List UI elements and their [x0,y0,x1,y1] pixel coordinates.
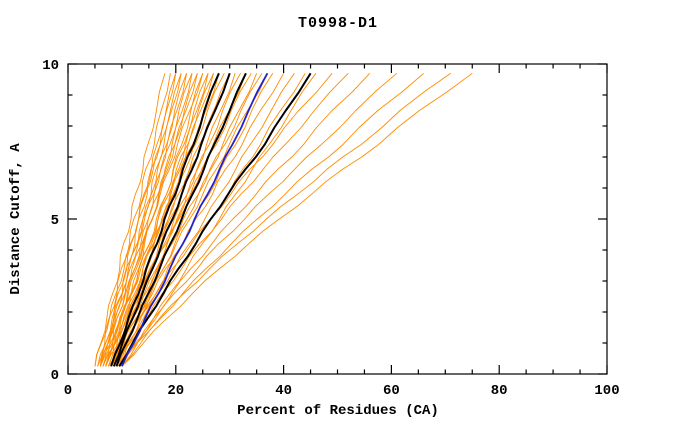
y-axis-label: Distance Cutoff, A [8,143,24,295]
x-tick-label: 60 [383,383,400,399]
prediction-curve-ensemble-prediction-curve [107,73,188,367]
prediction-curve-ensemble-prediction-curve [118,72,398,367]
prediction-curve-ensemble-prediction-curve [105,73,263,367]
y-tick-label: 5 [51,213,59,229]
x-tick-label: 40 [275,383,292,399]
tick-labels-layer: 0 20 40 60 80 100 0 5 10 [42,58,619,399]
prediction-curve-ensemble-prediction-curve [105,73,209,367]
y-tick-label: 10 [42,58,59,74]
prediction-curve-ensemble-prediction-curve [110,73,214,367]
x-tick-label: 80 [491,383,508,399]
prediction-curve-reference-prediction-curve [121,72,269,367]
curves-layer [94,72,473,367]
prediction-curve-ensemble-prediction-curve [99,73,204,367]
tick-marks-layer [67,63,608,375]
prediction-curve-ensemble-prediction-curve [94,73,166,367]
prediction-curve-ensemble-prediction-curve [102,73,252,367]
prediction-curve-highlighted-prediction-curve [115,72,247,367]
prediction-curve-ensemble-prediction-curve [97,73,193,367]
prediction-curve-ensemble-prediction-curve [99,73,225,367]
x-tick-label: 100 [594,383,619,399]
prediction-curve-highlighted-prediction-curve [118,72,312,367]
prediction-curve-ensemble-prediction-curve [121,72,473,367]
prediction-curve-ensemble-prediction-curve [116,73,258,367]
prediction-curve-ensemble-prediction-curve [94,73,182,367]
y-tick-label: 0 [51,368,59,384]
prediction-curve-ensemble-prediction-curve [121,72,424,367]
prediction-curve-highlighted-prediction-curve [110,72,220,367]
prediction-curve-ensemble-prediction-curve [97,73,171,367]
x-tick-label: 20 [167,383,184,399]
prediction-curve-ensemble-prediction-curve [121,72,371,367]
prediction-curve-ensemble-prediction-curve [116,72,451,367]
prediction-curve-ensemble-prediction-curve [102,73,214,367]
prediction-curve-ensemble-prediction-curve [108,73,284,367]
chart-title: T0998-D1 [298,15,378,32]
x-axis-label: Percent of Residues (CA) [237,403,439,419]
prediction-curve-ensemble-prediction-curve [105,73,182,367]
x-tick-label: 0 [64,383,72,399]
prediction-curve-ensemble-prediction-curve [113,73,295,367]
prediction-curve-highlighted-prediction-curve [112,72,231,367]
